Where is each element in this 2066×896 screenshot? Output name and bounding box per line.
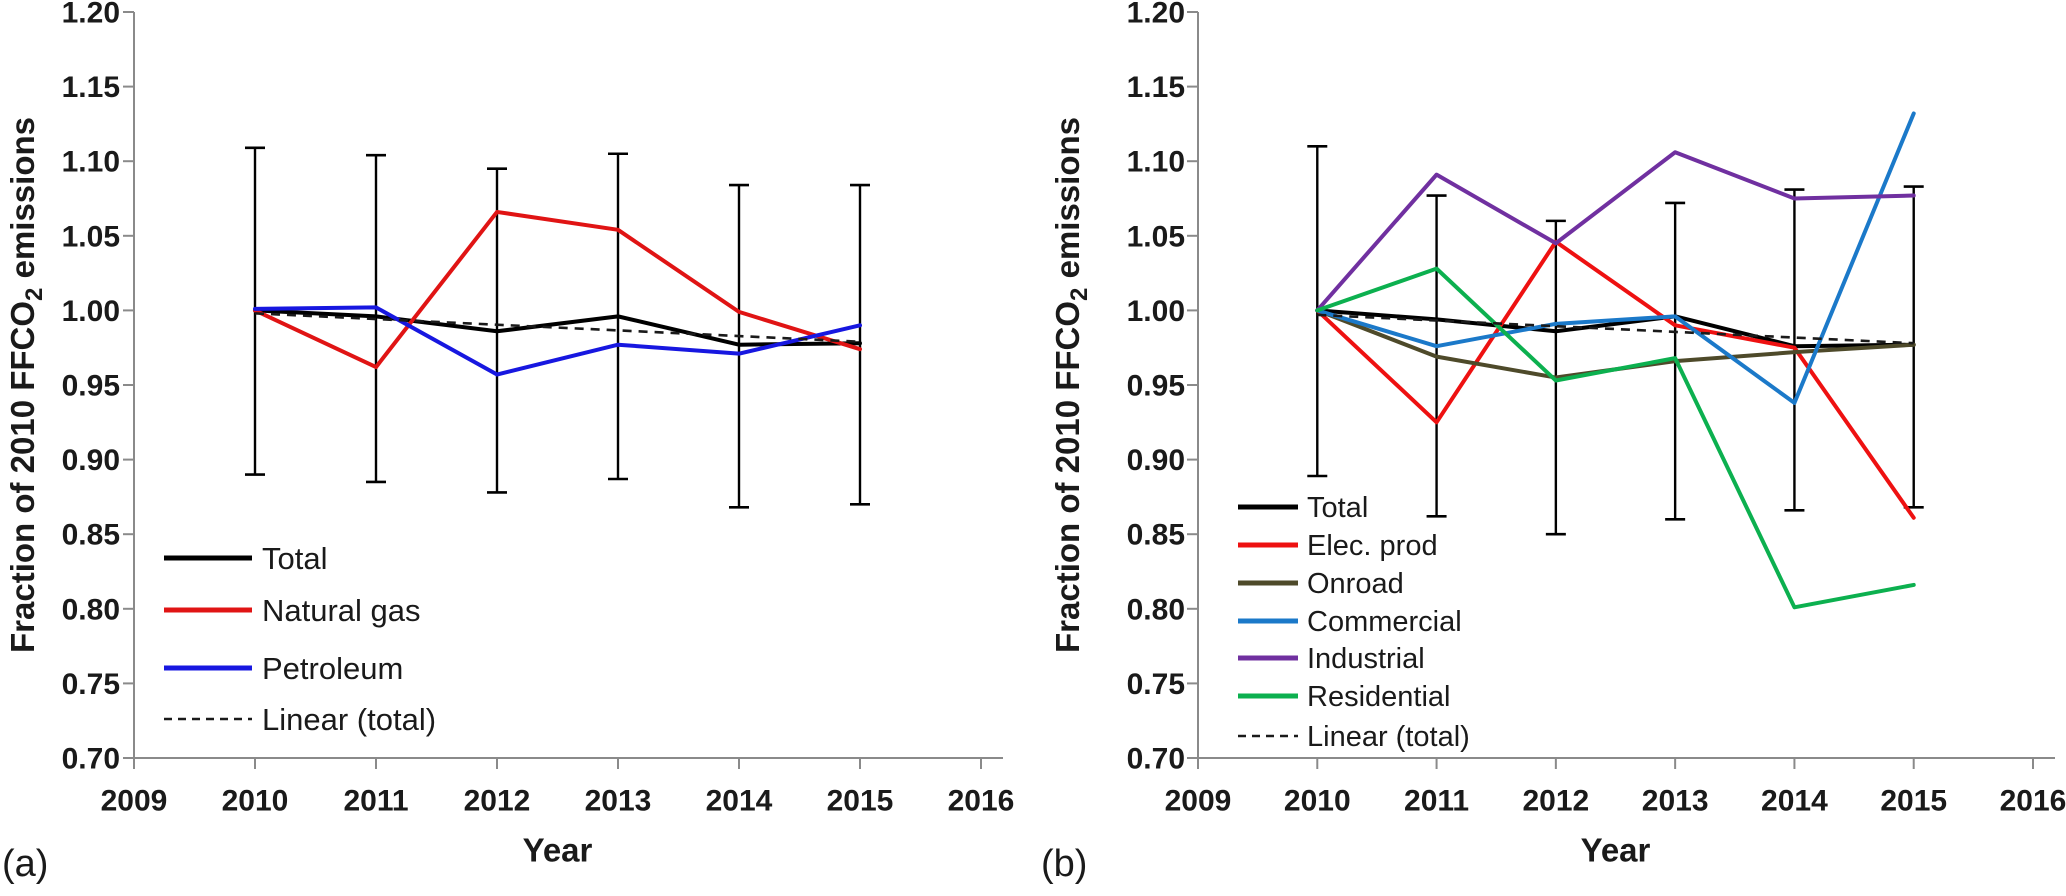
x-tick-label: 2009 [1165, 785, 1232, 818]
legend-item-industrial: Industrial [1238, 643, 1425, 675]
x-tick-label: 2010 [1284, 785, 1351, 818]
y-tick-label: 0.80 [62, 593, 120, 626]
chart-b-plot: 0.70 0.75 0.80 0.85 0.90 0.95 1.00 1.05 1.10 1.15… [1049, 0, 2066, 869]
legend-item-petroleum: Petroleum [164, 651, 403, 686]
y-tick-label: 0.75 [62, 668, 120, 701]
series-line-total [1315, 308, 1916, 349]
y-tick-label: 0.85 [62, 519, 120, 552]
legend: Total Elec. prod Onroad Commercial Industria… [1238, 492, 1470, 753]
x-tick-label: 2013 [1642, 785, 1709, 818]
legend-item-residential: Residential [1238, 681, 1450, 713]
x-tick-label: 2012 [464, 785, 531, 818]
y-tick-label: 0.85 [1127, 519, 1185, 552]
legend-label-industrial: Industrial [1307, 643, 1425, 675]
y-tick-label: 1.10 [1127, 146, 1185, 179]
y-axis-title: Fraction of 2010 FFCO2 emissions [4, 117, 48, 653]
y-tick-label: 0.90 [62, 444, 120, 477]
legend: Total Natural gas Petroleum Linear (total) [164, 541, 436, 737]
chart-a-plot: 0.70 0.75 0.80 0.85 0.90 0.95 1.00 1.05 1.10 1.15… [4, 0, 1015, 869]
series-line-residential [1315, 266, 1916, 610]
legend-item-total: Total [164, 541, 327, 576]
legend-label-commercial: Commercial [1307, 606, 1462, 638]
series-line-natural-gas [253, 209, 862, 370]
x-tick-label: 2012 [1522, 785, 1589, 818]
panel-b-label: (b) [1041, 843, 1088, 885]
series-line-linear-total [254, 312, 861, 344]
x-tick-label: 2016 [948, 785, 1015, 818]
series-line-commercial [1315, 111, 1916, 405]
legend-item-linear-total: Linear (total) [164, 702, 436, 737]
legend-label-linear-total: Linear (total) [262, 702, 436, 737]
series-line-total [253, 308, 862, 347]
legend-item-total: Total [1238, 492, 1368, 524]
legend-label-natural-gas: Natural gas [262, 593, 421, 628]
legend-label-total: Total [262, 541, 327, 576]
y-tick-label: 0.80 [1127, 593, 1185, 626]
legend-label-elec-prod: Elec. prod [1307, 530, 1438, 562]
panel-a: 0.70 0.75 0.80 0.85 0.90 0.95 1.00 1.05 1.10 1.15… [2, 0, 1015, 885]
series-line-petroleum [253, 305, 862, 377]
y-tick-label: 0.70 [62, 743, 120, 776]
y-tick-label: 1.00 [62, 295, 120, 328]
x-axis-title: Year [1581, 832, 1651, 869]
x-tick-label: 2011 [343, 785, 408, 818]
y-tick-label: 1.15 [1127, 71, 1185, 104]
y-tick-label: 1.20 [1127, 0, 1185, 30]
legend-label-total: Total [1307, 492, 1368, 524]
legend-item-linear-total: Linear (total) [1238, 721, 1470, 753]
y-tick-label: 0.95 [62, 370, 120, 403]
legend-label-linear-total: Linear (total) [1307, 721, 1470, 753]
x-tick-label: 2014 [1761, 785, 1828, 818]
legend-label-onroad: Onroad [1307, 568, 1404, 600]
legend-label-residential: Residential [1307, 681, 1450, 713]
x-axis-title: Year [523, 832, 593, 869]
legend-item-natural-gas: Natural gas [164, 593, 421, 628]
legend-item-onroad: Onroad [1238, 568, 1404, 600]
x-tick-label: 2016 [2000, 785, 2066, 818]
panel-b: 0.70 0.75 0.80 0.85 0.90 0.95 1.00 1.05 1.10 1.15… [1033, 0, 2066, 896]
series-line-linear-total [1317, 313, 1914, 345]
series-line-elec-prod [1315, 239, 1916, 520]
x-tick-label: 2013 [585, 785, 652, 818]
x-tick-label: 2014 [706, 785, 773, 818]
x-tick-label: 2015 [827, 785, 894, 818]
y-axis-title: Fraction of 2010 FFCO2 emissions [1049, 117, 1093, 653]
y-tick-label: 0.95 [1127, 370, 1185, 403]
x-tick-label: 2011 [1404, 785, 1469, 818]
legend-label-petroleum: Petroleum [262, 651, 403, 686]
y-tick-label: 1.05 [1127, 220, 1185, 253]
y-tick-label: 1.00 [1127, 295, 1185, 328]
error-bars [245, 146, 870, 509]
y-tick-label: 0.75 [1127, 668, 1185, 701]
y-tick-label: 1.10 [62, 146, 120, 179]
x-tick-label: 2010 [222, 785, 289, 818]
y-tick-label: 1.05 [62, 220, 120, 253]
y-tick-label: 1.15 [62, 71, 120, 104]
y-tick-label: 1.20 [62, 0, 120, 30]
y-tick-label: 0.70 [1127, 743, 1185, 776]
x-tick-label: 2015 [1880, 785, 1947, 818]
series-line-industrial [1315, 150, 1916, 313]
legend-item-commercial: Commercial [1238, 606, 1462, 638]
x-tick-label: 2009 [101, 785, 168, 818]
panel-a-label: (a) [2, 843, 49, 885]
legend-item-elec-prod: Elec. prod [1238, 530, 1438, 562]
y-tick-label: 0.90 [1127, 444, 1185, 477]
